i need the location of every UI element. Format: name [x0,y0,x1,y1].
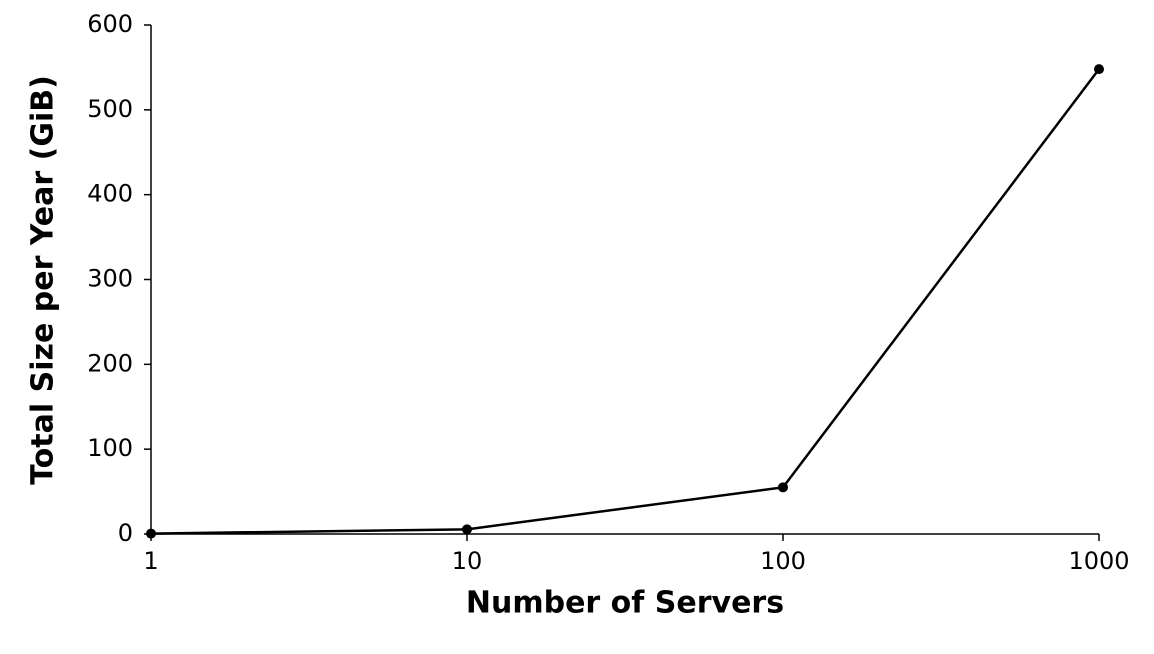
marker [778,482,788,493]
y-tick-label: 600 [87,10,133,38]
y-tick-label: 0 [118,519,133,547]
y-axis-title: Total Size per Year (GiB) [26,75,61,485]
x-tick-label: 100 [760,547,806,575]
line [150,68,1100,535]
x-tick-label: 1 [143,547,158,575]
y-tick-label: 300 [87,265,133,293]
y-tick-label: 400 [87,180,133,208]
x-tick-label: 10 [452,547,483,575]
y-tick-label: 500 [87,95,133,123]
x-axis-title: Number of Servers [466,586,784,621]
y-tick-label: 200 [87,349,133,377]
marker [462,524,472,535]
marker [146,528,156,539]
x-tick-label: 1000 [1068,547,1129,575]
y-tick-label: 100 [87,434,133,462]
marker [1094,64,1104,75]
